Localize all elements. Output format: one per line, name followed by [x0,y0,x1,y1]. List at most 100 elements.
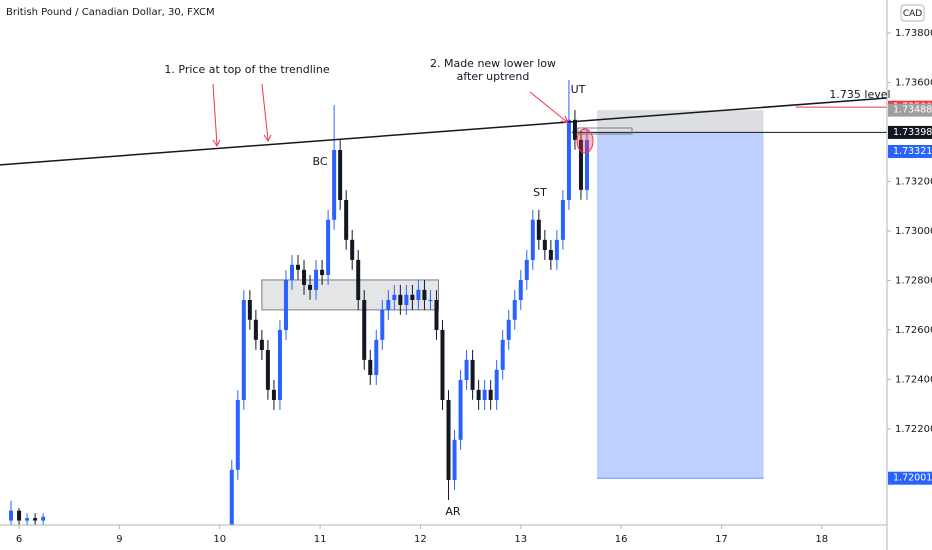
candle-body [302,269,307,285]
y-tick-label: 1.73200 [895,176,932,187]
annotation-layer [212,83,633,154]
candle-body [518,279,523,300]
y-tick-label: 1.72800 [895,275,932,286]
annotation: ST [533,186,547,199]
arrow-head [212,139,221,147]
candle-body [326,219,331,275]
y-tick-label: 1.72400 [895,374,932,385]
candle-body [548,250,553,260]
price-label-bg [888,125,932,139]
candle-body [452,439,457,480]
price-label: 1.73398 [893,127,932,138]
candle-body [434,300,439,330]
y-tick-label: 1.72200 [895,424,932,435]
candle-body [362,300,367,360]
annotation: 2. Made new lower low [430,57,556,70]
annotation: UT [571,83,586,96]
candle-body [470,359,475,390]
candle-body [356,259,361,300]
plot-area [0,79,887,525]
candle-body [446,400,451,480]
candle-body [241,300,246,400]
candle-body [289,264,294,280]
trendline [0,97,887,166]
x-tick-label: 16 [615,534,628,545]
arrow-head [560,115,569,124]
y-tick-label: 1.73600 [895,77,932,88]
candle-body [422,289,427,300]
price-label-bg [888,144,932,158]
candle-body [584,139,589,190]
annotation: 1.735 level [829,88,890,101]
y-tick-label: 1.73000 [895,226,932,237]
candle-body [283,279,288,330]
candle-body [296,264,301,270]
candle-body [277,329,282,400]
candle-body [482,389,487,400]
arrow [261,83,269,141]
candle-body [392,294,397,300]
candle-body [368,359,373,375]
candle-body [259,339,264,350]
arrow [529,91,568,123]
candle-body [416,289,421,300]
candle-body [440,329,445,400]
candle-body [488,389,493,400]
highlight-ellipse [576,128,594,154]
price-label: 1.73321 [893,146,932,157]
candle-body [17,510,22,521]
arrow-head [263,134,272,142]
zone [261,279,439,311]
candle-body [41,516,46,521]
y-tick-label: 1.72600 [895,325,932,336]
candle-body [464,359,469,380]
candle-body [380,309,385,340]
candle-body [25,518,30,521]
candle-body [350,239,355,260]
x-tick-label: 12 [414,534,427,545]
x-tick-label: 9 [116,534,122,545]
annotation: AR [445,505,461,518]
candle-body [494,369,499,400]
candle-body [506,319,511,340]
candle-body [314,269,319,290]
currency-box[interactable] [900,4,925,22]
candle-body [404,294,409,305]
candle-body [229,469,234,525]
candle-body [9,510,14,521]
candle-body [265,350,270,390]
x-tick-label: 6 [16,534,22,545]
candle-body [512,300,517,320]
x-tick-label: 18 [815,534,828,545]
candle-body [308,284,313,290]
chart-title: British Pound / Canadian Dollar, 30, FXC… [6,7,215,18]
annotation: 1. Price at top of the trendline [164,63,329,76]
candle-body [578,139,583,190]
target-zone [597,132,764,479]
x-tick-label: 10 [213,534,226,545]
candle-body [536,219,541,240]
candle-body [33,518,38,521]
candle-body [247,300,252,320]
candle-body [428,300,433,301]
candle-body [566,119,571,200]
candle-body [524,259,529,280]
candle-body [560,200,565,240]
candle-body [530,219,535,260]
small-box [577,127,633,135]
candle-body [554,239,559,260]
price-label: 1.73488 [893,105,932,116]
candle-body [374,339,379,375]
price-label-bg [888,103,932,117]
candle-body [338,150,343,200]
annotation: BC [312,155,327,168]
candle-body [235,400,240,470]
candle-body [398,294,403,305]
price-label: 1.72001 [893,473,932,484]
candle-body [344,200,349,240]
candle-body [320,269,325,275]
x-tick-label: 11 [314,534,327,545]
candle-body [476,389,481,400]
